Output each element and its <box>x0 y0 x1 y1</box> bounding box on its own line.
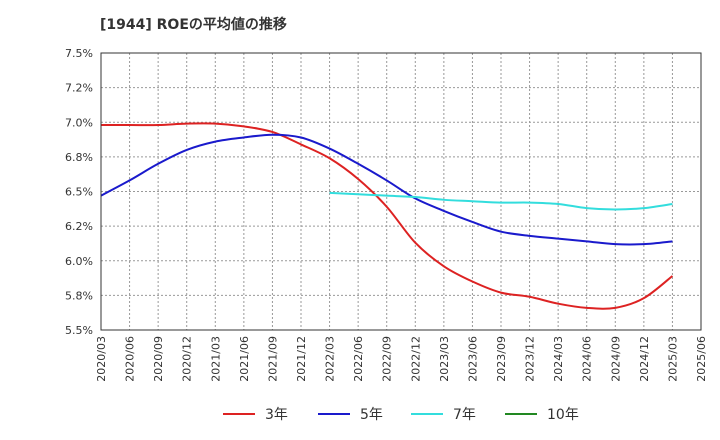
x-tick-label: 2020/03 <box>95 336 108 382</box>
x-tick-label: 2021/06 <box>238 336 251 382</box>
legend-label-1: 3年 <box>265 407 288 423</box>
series-line-1 <box>100 122 674 310</box>
y-tick-label: 7.0% <box>65 116 93 129</box>
x-tick-label: 2022/03 <box>324 336 337 382</box>
y-tick-label: 5.5% <box>65 324 93 337</box>
x-tick-label: 2023/09 <box>495 336 508 382</box>
x-tick-label: 2021/03 <box>209 336 222 382</box>
chart-title: [1944] ROEの平均値の推移 <box>100 16 287 33</box>
y-tick-label: 6.5% <box>65 186 93 199</box>
x-tick-label: 2022/09 <box>381 336 394 382</box>
x-tick-label: 2023/06 <box>466 336 479 382</box>
axes: 5.5% 5.8% 6.0% 6.2% 6.5% 6.8% 7.0% 7.2% 7.5% 2020… <box>65 47 708 382</box>
legend-label-4: 10年 <box>547 407 579 423</box>
x-tick-label: 2021/09 <box>266 336 279 382</box>
x-tick-label: 2024/12 <box>638 336 651 382</box>
series-line-2 <box>100 133 673 246</box>
y-tick-label: 6.2% <box>65 220 93 233</box>
y-tick-label: 7.5% <box>65 47 93 60</box>
y-tick-label: 7.2% <box>65 82 93 95</box>
y-tick-label: 6.8% <box>65 151 93 164</box>
x-tick-label: 2020/12 <box>181 336 194 382</box>
x-tick-label: 2020/09 <box>152 336 165 382</box>
legend: 3年 5年 7年 10年 <box>223 407 579 423</box>
series-line-3 <box>329 191 673 211</box>
legend-label-3: 7年 <box>453 407 476 423</box>
x-tick-label: 2025/06 <box>695 336 708 382</box>
legend-label-2: 5年 <box>360 407 383 423</box>
x-tick-label: 2023/03 <box>438 336 451 382</box>
series-lines <box>100 122 674 310</box>
x-tick-label: 2024/03 <box>552 336 565 382</box>
x-tick-label: 2022/12 <box>409 336 422 382</box>
y-tick-label: 5.8% <box>65 289 93 302</box>
x-tick-label: 2023/12 <box>524 336 537 382</box>
x-tick-label: 2021/12 <box>295 336 308 382</box>
x-tick-label: 2024/09 <box>609 336 622 382</box>
x-tick-label: 2025/03 <box>666 336 679 382</box>
x-tick-label: 2022/06 <box>352 336 365 382</box>
x-tick-label: 2020/06 <box>124 336 137 382</box>
y-tick-label: 6.0% <box>65 255 93 268</box>
plot-border <box>100 52 702 331</box>
x-tick-label: 2024/06 <box>581 336 594 382</box>
